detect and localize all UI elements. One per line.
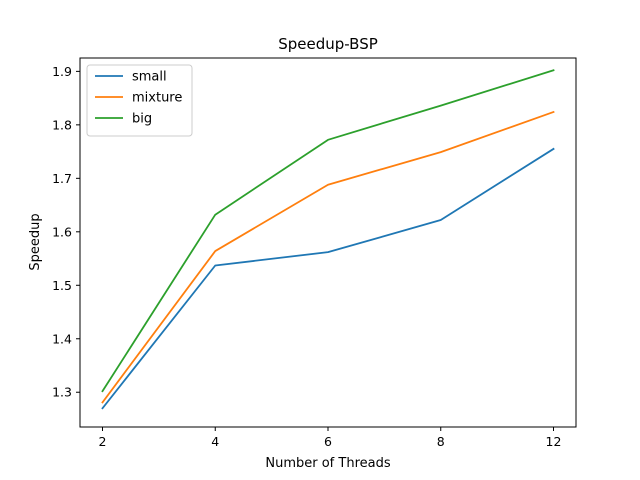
x-tick-label: 6: [324, 434, 332, 449]
legend: small mixture big: [86, 64, 193, 137]
series-line-small: [101, 147, 555, 410]
x-tick-label: 8: [437, 434, 445, 449]
x-tick-label: 4: [211, 434, 219, 449]
x-axis: 2 4 6 8 12: [99, 427, 562, 449]
y-axis-label: Speedup: [28, 213, 43, 270]
plot-area: [101, 69, 555, 410]
y-tick-label: 1.7: [52, 171, 72, 186]
x-axis-label: Number of Threads: [265, 456, 390, 471]
y-tick-label: 1.6: [52, 224, 72, 239]
y-tick-label: 1.5: [52, 278, 72, 293]
legend-label-small: small: [132, 70, 167, 85]
y-axis: 1.3 1.4 1.5 1.6 1.7 1.8 1.9: [52, 64, 80, 400]
y-tick-label: 1.4: [52, 331, 72, 346]
series-line-big: [101, 69, 555, 393]
y-tick-label: 1.8: [52, 117, 72, 132]
y-tick-label: 1.3: [52, 385, 72, 400]
series-line-mixture: [101, 110, 555, 404]
legend-label-mixture: mixture: [132, 91, 182, 106]
chart-title: Speedup-BSP: [278, 35, 378, 53]
legend-label-big: big: [132, 112, 152, 127]
x-tick-label: 2: [99, 434, 107, 449]
x-tick-label: 12: [546, 434, 562, 449]
y-tick-label: 1.9: [52, 64, 72, 79]
